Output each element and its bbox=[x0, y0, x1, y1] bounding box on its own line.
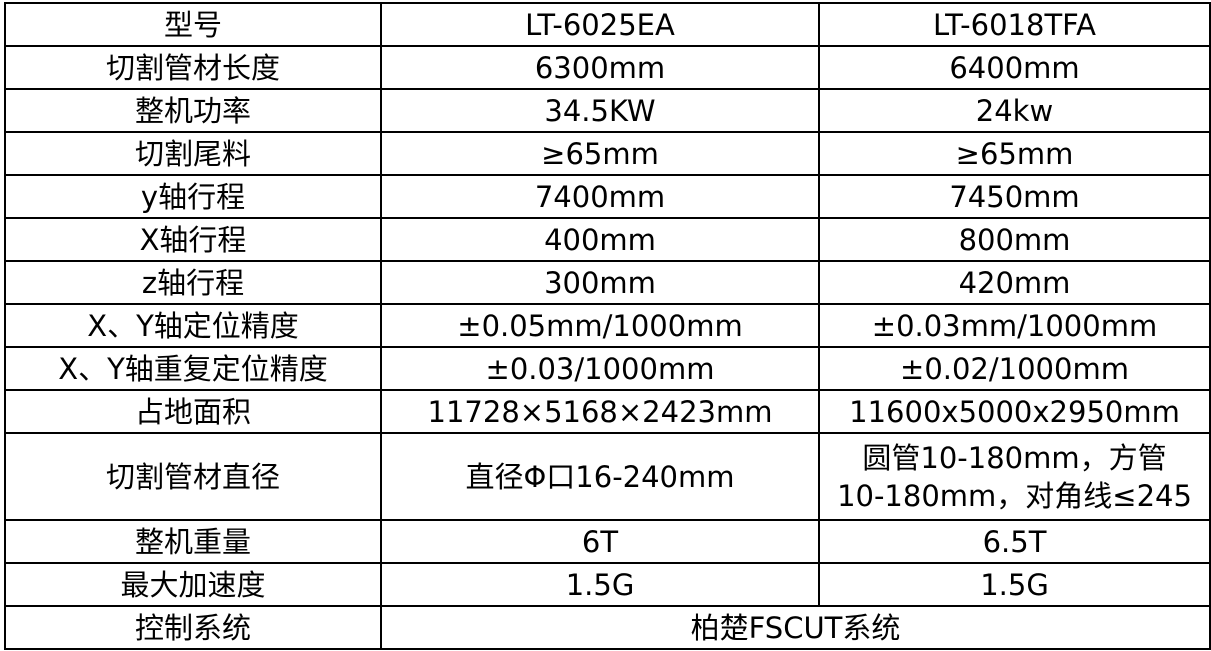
row-label: 切割管材直径 bbox=[4, 432, 382, 521]
table-row: 切割管材直径 直径Φ口16-240mm 圆管10-180mm，方管 10-180mm，… bbox=[4, 432, 1211, 521]
table-row: 整机重量 6T 6.5T bbox=[4, 519, 1211, 564]
value-model-b: 圆管10-180mm，方管 10-180mm，对角线≤245 bbox=[818, 432, 1211, 521]
value-model-a: ±0.03/1000mm bbox=[380, 346, 820, 391]
value-model-a: 1.5G bbox=[380, 562, 820, 607]
value-model-a: ≥65mm bbox=[380, 131, 820, 176]
value-model-a: 11728×5168×2423mm bbox=[380, 389, 820, 434]
value-model-a: ±0.05mm/1000mm bbox=[380, 303, 820, 348]
table-row: z轴行程 300mm 420mm bbox=[4, 260, 1211, 305]
value-model-b: ≥65mm bbox=[818, 131, 1211, 176]
row-label: 切割尾料 bbox=[4, 131, 382, 176]
table-row: 控制系统 柏楚FSCUT系统 bbox=[4, 605, 1211, 650]
table-row: X、Y轴重复定位精度 ±0.03/1000mm ±0.02/1000mm bbox=[4, 346, 1211, 391]
row-label: 切割管材长度 bbox=[4, 45, 382, 90]
row-label: 型号 bbox=[4, 2, 382, 47]
value-model-a: 7400mm bbox=[380, 174, 820, 219]
row-label: 最大加速度 bbox=[4, 562, 382, 607]
value-line: 圆管10-180mm，方管 bbox=[862, 440, 1167, 475]
value-model-a: 6T bbox=[380, 519, 820, 564]
value-model-b: LT-6018TFA bbox=[818, 2, 1211, 47]
value-model-a: 直径Φ口16-240mm bbox=[380, 432, 820, 521]
table-row: X、Y轴定位精度 ±0.05mm/1000mm ±0.03mm/1000mm bbox=[4, 303, 1211, 348]
merged-value: 柏楚FSCUT系统 bbox=[380, 605, 1211, 650]
row-label: X、Y轴定位精度 bbox=[4, 303, 382, 348]
value-model-a: 400mm bbox=[380, 217, 820, 262]
value-model-b: 11600x5000x2950mm bbox=[818, 389, 1211, 434]
value-model-b: 420mm bbox=[818, 260, 1211, 305]
header-row: 型号 LT-6025EA LT-6018TFA bbox=[4, 2, 1211, 47]
row-label: 占地面积 bbox=[4, 389, 382, 434]
row-label: 控制系统 bbox=[4, 605, 382, 650]
table-row: 占地面积 11728×5168×2423mm 11600x5000x2950mm bbox=[4, 389, 1211, 434]
value-model-a: 6300mm bbox=[380, 45, 820, 90]
value-line: 10-180mm，对角线≤245 bbox=[837, 478, 1192, 513]
table-row: y轴行程 7400mm 7450mm bbox=[4, 174, 1211, 219]
value-model-b: ±0.03mm/1000mm bbox=[818, 303, 1211, 348]
value-model-b: 7450mm bbox=[818, 174, 1211, 219]
value-model-a: LT-6025EA bbox=[380, 2, 820, 47]
row-label: X、Y轴重复定位精度 bbox=[4, 346, 382, 391]
table-row: 最大加速度 1.5G 1.5G bbox=[4, 562, 1211, 607]
value-model-b: 6400mm bbox=[818, 45, 1211, 90]
value-model-b: 800mm bbox=[818, 217, 1211, 262]
row-label: z轴行程 bbox=[4, 260, 382, 305]
row-label: X轴行程 bbox=[4, 217, 382, 262]
value-model-b: 1.5G bbox=[818, 562, 1211, 607]
row-label: y轴行程 bbox=[4, 174, 382, 219]
table-row: 整机功率 34.5KW 24kw bbox=[4, 88, 1211, 133]
value-model-b: 6.5T bbox=[818, 519, 1211, 564]
value-model-a: 300mm bbox=[380, 260, 820, 305]
row-label: 整机重量 bbox=[4, 519, 382, 564]
table-row: 切割尾料 ≥65mm ≥65mm bbox=[4, 131, 1211, 176]
table-row: 切割管材长度 6300mm 6400mm bbox=[4, 45, 1211, 90]
value-model-a: 34.5KW bbox=[380, 88, 820, 133]
value-model-b: ±0.02/1000mm bbox=[818, 346, 1211, 391]
row-label: 整机功率 bbox=[4, 88, 382, 133]
table-row: X轴行程 400mm 800mm bbox=[4, 217, 1211, 262]
value-model-b: 24kw bbox=[818, 88, 1211, 133]
spec-table: 型号 LT-6025EA LT-6018TFA 切割管材长度 6300mm 6400mm 整… bbox=[4, 2, 1211, 650]
